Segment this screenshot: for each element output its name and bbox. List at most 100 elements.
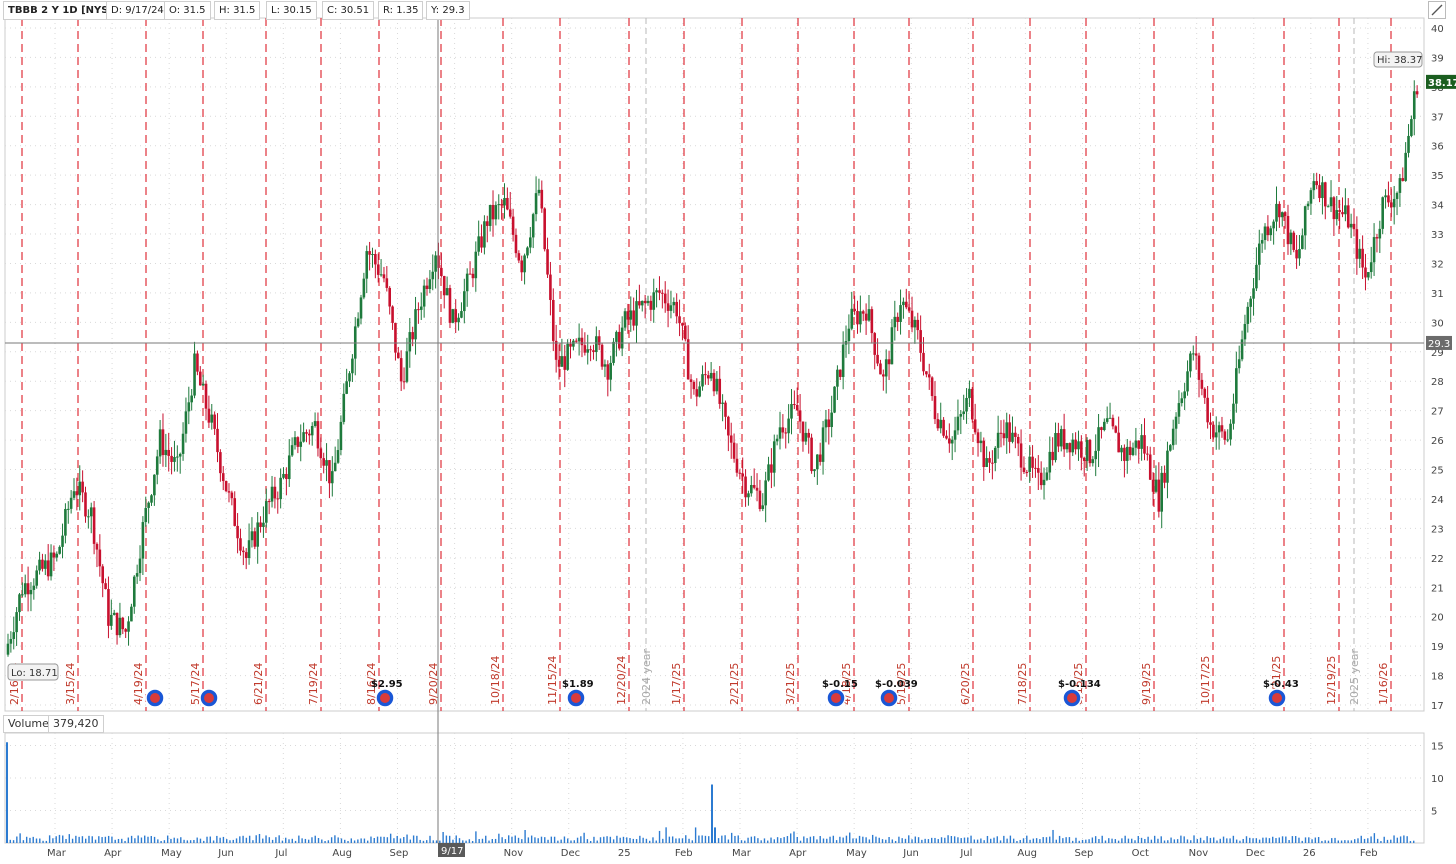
- candle-body: [775, 438, 779, 442]
- y-tick-label: 31: [1431, 289, 1444, 300]
- candle-body: [408, 332, 412, 352]
- y-tick-label: 36: [1431, 142, 1444, 153]
- candle-body: [1235, 368, 1238, 404]
- candle-body: [319, 448, 323, 459]
- candle-body: [606, 364, 610, 380]
- candle-body: [210, 414, 214, 423]
- candle-body: [1292, 232, 1296, 250]
- candle-body: [233, 498, 237, 526]
- candle-body: [1257, 243, 1261, 265]
- candle-body: [1255, 264, 1258, 289]
- candle-body: [531, 214, 535, 238]
- y-tick-label: 33: [1431, 230, 1444, 241]
- candle-body: [925, 371, 928, 375]
- candle-body: [1080, 441, 1083, 458]
- x-tick-label: Feb: [675, 848, 693, 859]
- candle-body: [12, 632, 16, 639]
- dividend-icon-core: [884, 693, 894, 703]
- candle-body: [1240, 339, 1244, 360]
- candle-body: [190, 395, 193, 403]
- candle-body: [870, 309, 874, 334]
- candle-body: [1194, 353, 1198, 356]
- candle-body: [431, 271, 435, 280]
- candle-body: [551, 299, 555, 341]
- candle-body: [580, 337, 584, 346]
- candle-body: [1045, 472, 1049, 480]
- candle-body: [612, 341, 615, 363]
- candle-body: [1323, 182, 1327, 207]
- y-tick-label: 23: [1431, 524, 1444, 535]
- candle-body: [374, 254, 377, 265]
- candle-body: [21, 594, 24, 596]
- candle-body: [761, 505, 765, 510]
- candle-body: [681, 323, 684, 326]
- candle-body: [893, 316, 897, 328]
- candle-body: [770, 464, 773, 473]
- lo-label-box: [7, 663, 59, 681]
- high-readout: H: 31.5: [214, 1, 261, 20]
- candle-body: [629, 310, 633, 320]
- y-tick-label: 34: [1431, 201, 1444, 212]
- candle-body: [299, 441, 303, 447]
- candle-body: [1189, 353, 1192, 372]
- candle-body: [511, 216, 515, 235]
- candle-body: [176, 456, 179, 458]
- candle-body: [540, 189, 544, 209]
- candle-body: [798, 410, 802, 422]
- candle-body: [1108, 417, 1112, 419]
- candle-body: [1011, 432, 1014, 442]
- candle-body: [1266, 226, 1270, 236]
- candle-body: [1232, 403, 1235, 424]
- candle-body: [899, 305, 902, 322]
- candle-body: [686, 339, 690, 380]
- candle-body: [135, 573, 139, 577]
- candle-body: [1140, 435, 1143, 449]
- candle-body: [549, 274, 552, 300]
- candle-body: [672, 301, 676, 306]
- candle-body: [847, 328, 851, 342]
- candle-body: [296, 437, 300, 447]
- candle-body: [155, 456, 159, 475]
- candle-body: [910, 310, 914, 328]
- candle-body: [1077, 441, 1080, 450]
- volume-tick-label: 5: [1431, 807, 1437, 818]
- y-tick-label: 21: [1431, 583, 1444, 594]
- candle-body: [1295, 249, 1298, 259]
- year-marker-label: 2025 year: [1348, 648, 1361, 705]
- open-readout: O: 31.5: [164, 1, 211, 20]
- y-tick-label: 35: [1431, 171, 1444, 182]
- candle-body: [979, 440, 983, 444]
- candle-body: [867, 309, 871, 321]
- candle-body: [66, 508, 70, 510]
- candle-body: [1051, 451, 1054, 461]
- candle-body: [859, 311, 862, 325]
- candle-body: [758, 490, 762, 510]
- candle-body: [890, 327, 894, 365]
- event-date-label: 1/17/25: [670, 663, 683, 705]
- candle-body: [1143, 435, 1146, 454]
- chart-settings-icon[interactable]: [1428, 1, 1446, 19]
- candle-body: [1137, 440, 1141, 449]
- current-price-tag: [1426, 74, 1456, 89]
- candle-body: [236, 525, 239, 539]
- event-date-label: 6/21/24: [252, 663, 265, 705]
- candle-body: [419, 306, 423, 310]
- candle-body: [368, 251, 371, 255]
- event-date-label: 3/21/25: [784, 663, 797, 705]
- candle-body: [1220, 425, 1224, 432]
- candle-body: [902, 301, 905, 306]
- x-tick-label: May: [161, 848, 182, 859]
- dividend-label: $1.89: [562, 679, 594, 690]
- candle-body: [84, 492, 87, 517]
- candle-body: [382, 274, 386, 279]
- candle-body: [600, 344, 604, 367]
- candle-body: [144, 507, 148, 523]
- y-tick-label: 40: [1431, 24, 1444, 35]
- y-tick-label: 19: [1431, 642, 1444, 653]
- candle-body: [663, 293, 667, 304]
- candle-body: [970, 388, 974, 420]
- candle-body: [933, 396, 937, 420]
- candle-body: [557, 359, 561, 367]
